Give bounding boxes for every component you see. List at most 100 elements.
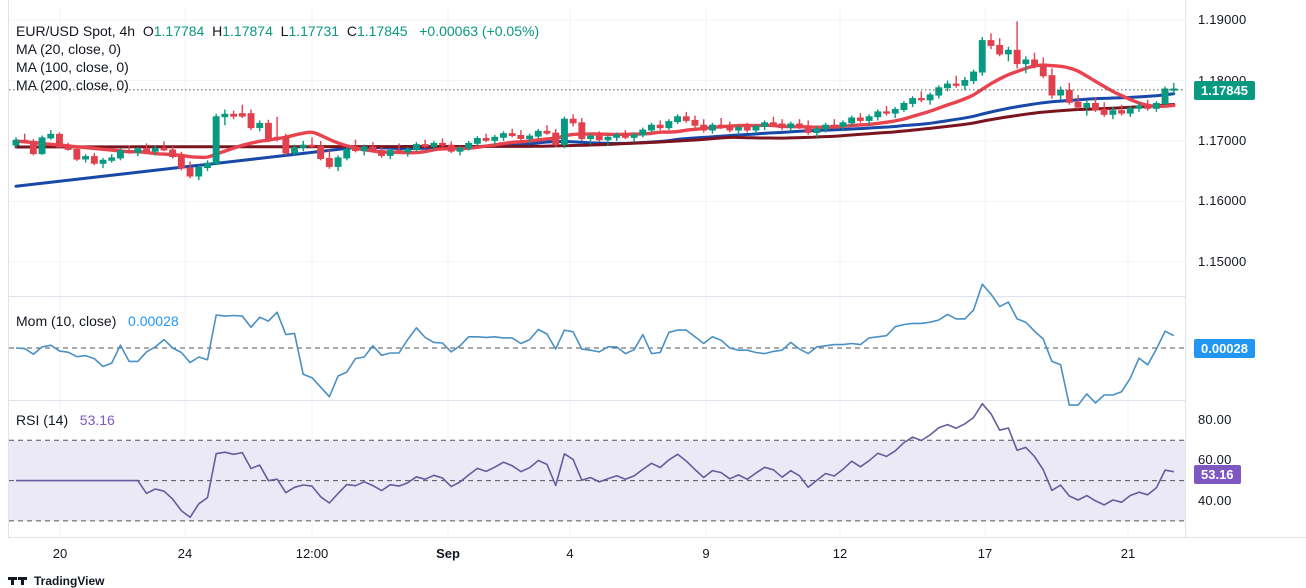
current-price-tag[interactable]: 1.17845 [1194, 80, 1255, 100]
candle [822, 124, 829, 130]
candle [561, 118, 568, 146]
candle [317, 145, 325, 159]
candle [813, 128, 821, 133]
candle [134, 148, 142, 153]
candle [108, 157, 116, 161]
candle [143, 148, 151, 152]
candle [735, 127, 742, 131]
candle [439, 142, 447, 146]
candle [1118, 110, 1125, 114]
candle [665, 121, 673, 129]
time-axis-label: 12:00 [295, 546, 329, 561]
ma200-legend[interactable]: MA (200, close, 0) [16, 77, 129, 93]
candle [926, 94, 934, 101]
rsi-line [16, 402, 1174, 519]
candle [865, 116, 873, 121]
candle [508, 133, 516, 136]
candle [456, 147, 464, 152]
ma20-legend[interactable]: MA (20, close, 0) [16, 41, 122, 57]
candle [543, 130, 551, 134]
candle [204, 162, 211, 169]
candle [247, 113, 255, 129]
candle [82, 156, 89, 160]
candle [64, 146, 72, 150]
open-value: 1.17784 [153, 23, 205, 39]
candle [500, 133, 507, 138]
time-axis-label: 21 [1120, 546, 1136, 561]
time-axis-label: Sep [436, 546, 460, 561]
candle [996, 45, 1004, 55]
candle [12, 139, 20, 146]
candle [856, 117, 864, 121]
candle [47, 133, 55, 139]
plot-left-border [8, 0, 9, 538]
candle [378, 150, 386, 156]
price-axis-label: 1.17000 [1198, 132, 1247, 148]
candle [900, 103, 908, 110]
momentum-legend[interactable]: Mom (10, close) 0.00028 [16, 312, 179, 330]
candle [909, 98, 917, 104]
candle [151, 147, 159, 152]
candle [413, 144, 420, 150]
candle [21, 139, 29, 143]
candle [265, 122, 272, 140]
candle [778, 123, 786, 129]
candle [526, 135, 533, 140]
candle [726, 125, 734, 131]
candle [970, 71, 977, 82]
candle [839, 122, 847, 127]
candle [1057, 89, 1065, 96]
candle [230, 113, 238, 117]
ma100-legend[interactable]: MA (100, close, 0) [16, 59, 129, 75]
high-value: 1.17874 [222, 23, 273, 39]
candle [1135, 105, 1143, 109]
candle [1100, 109, 1108, 115]
symbol-title: EUR/USD Spot, 4h [16, 23, 136, 39]
candle [952, 83, 960, 86]
tradingview-branding[interactable]: TradingView [8, 574, 104, 588]
candle [369, 146, 377, 152]
candle [1013, 49, 1021, 65]
candle [421, 144, 429, 147]
candle [796, 123, 803, 127]
candle [917, 98, 925, 101]
candle [769, 122, 777, 125]
candle [587, 135, 594, 140]
candle [674, 116, 681, 123]
candle [656, 124, 664, 129]
candle [308, 144, 316, 147]
momentum-value: 0.00028 [128, 313, 179, 329]
candle [125, 150, 133, 153]
candle [291, 147, 299, 154]
time-axis-label: 12 [832, 546, 848, 561]
momentum-title: Mom (10, close) [16, 313, 117, 329]
candle [465, 142, 473, 149]
candle [221, 113, 229, 118]
candle [430, 142, 438, 147]
candle [604, 136, 612, 141]
time-axis[interactable]: 20 24 12:00 Sep 4 9 12 17 21 [8, 537, 1306, 584]
candle [1031, 59, 1038, 67]
candle [491, 136, 499, 141]
close-label: C [346, 23, 357, 39]
momentum-value-tag[interactable]: 0.00028 [1194, 339, 1255, 358]
open-label: O [142, 23, 154, 39]
time-axis-label: 20 [52, 546, 68, 561]
candle [613, 134, 621, 138]
candle [1144, 105, 1152, 109]
candle [961, 80, 969, 86]
candle [787, 123, 795, 129]
candle [195, 167, 203, 177]
low-value: 1.17731 [288, 23, 340, 39]
change-value: +0.00063 (+0.05%) [419, 23, 540, 39]
high-label: H [212, 23, 223, 39]
rsi-legend[interactable]: RSI (14) 53.16 [16, 411, 115, 429]
tradingview-name: TradingView [34, 574, 105, 588]
price-axis[interactable]: 1.190001.180001.170001.160001.150001.178… [1185, 0, 1306, 584]
candle [186, 167, 194, 177]
candle [1074, 101, 1082, 108]
candle [352, 148, 359, 152]
rsi-value-tag[interactable]: 53.16 [1194, 465, 1241, 485]
